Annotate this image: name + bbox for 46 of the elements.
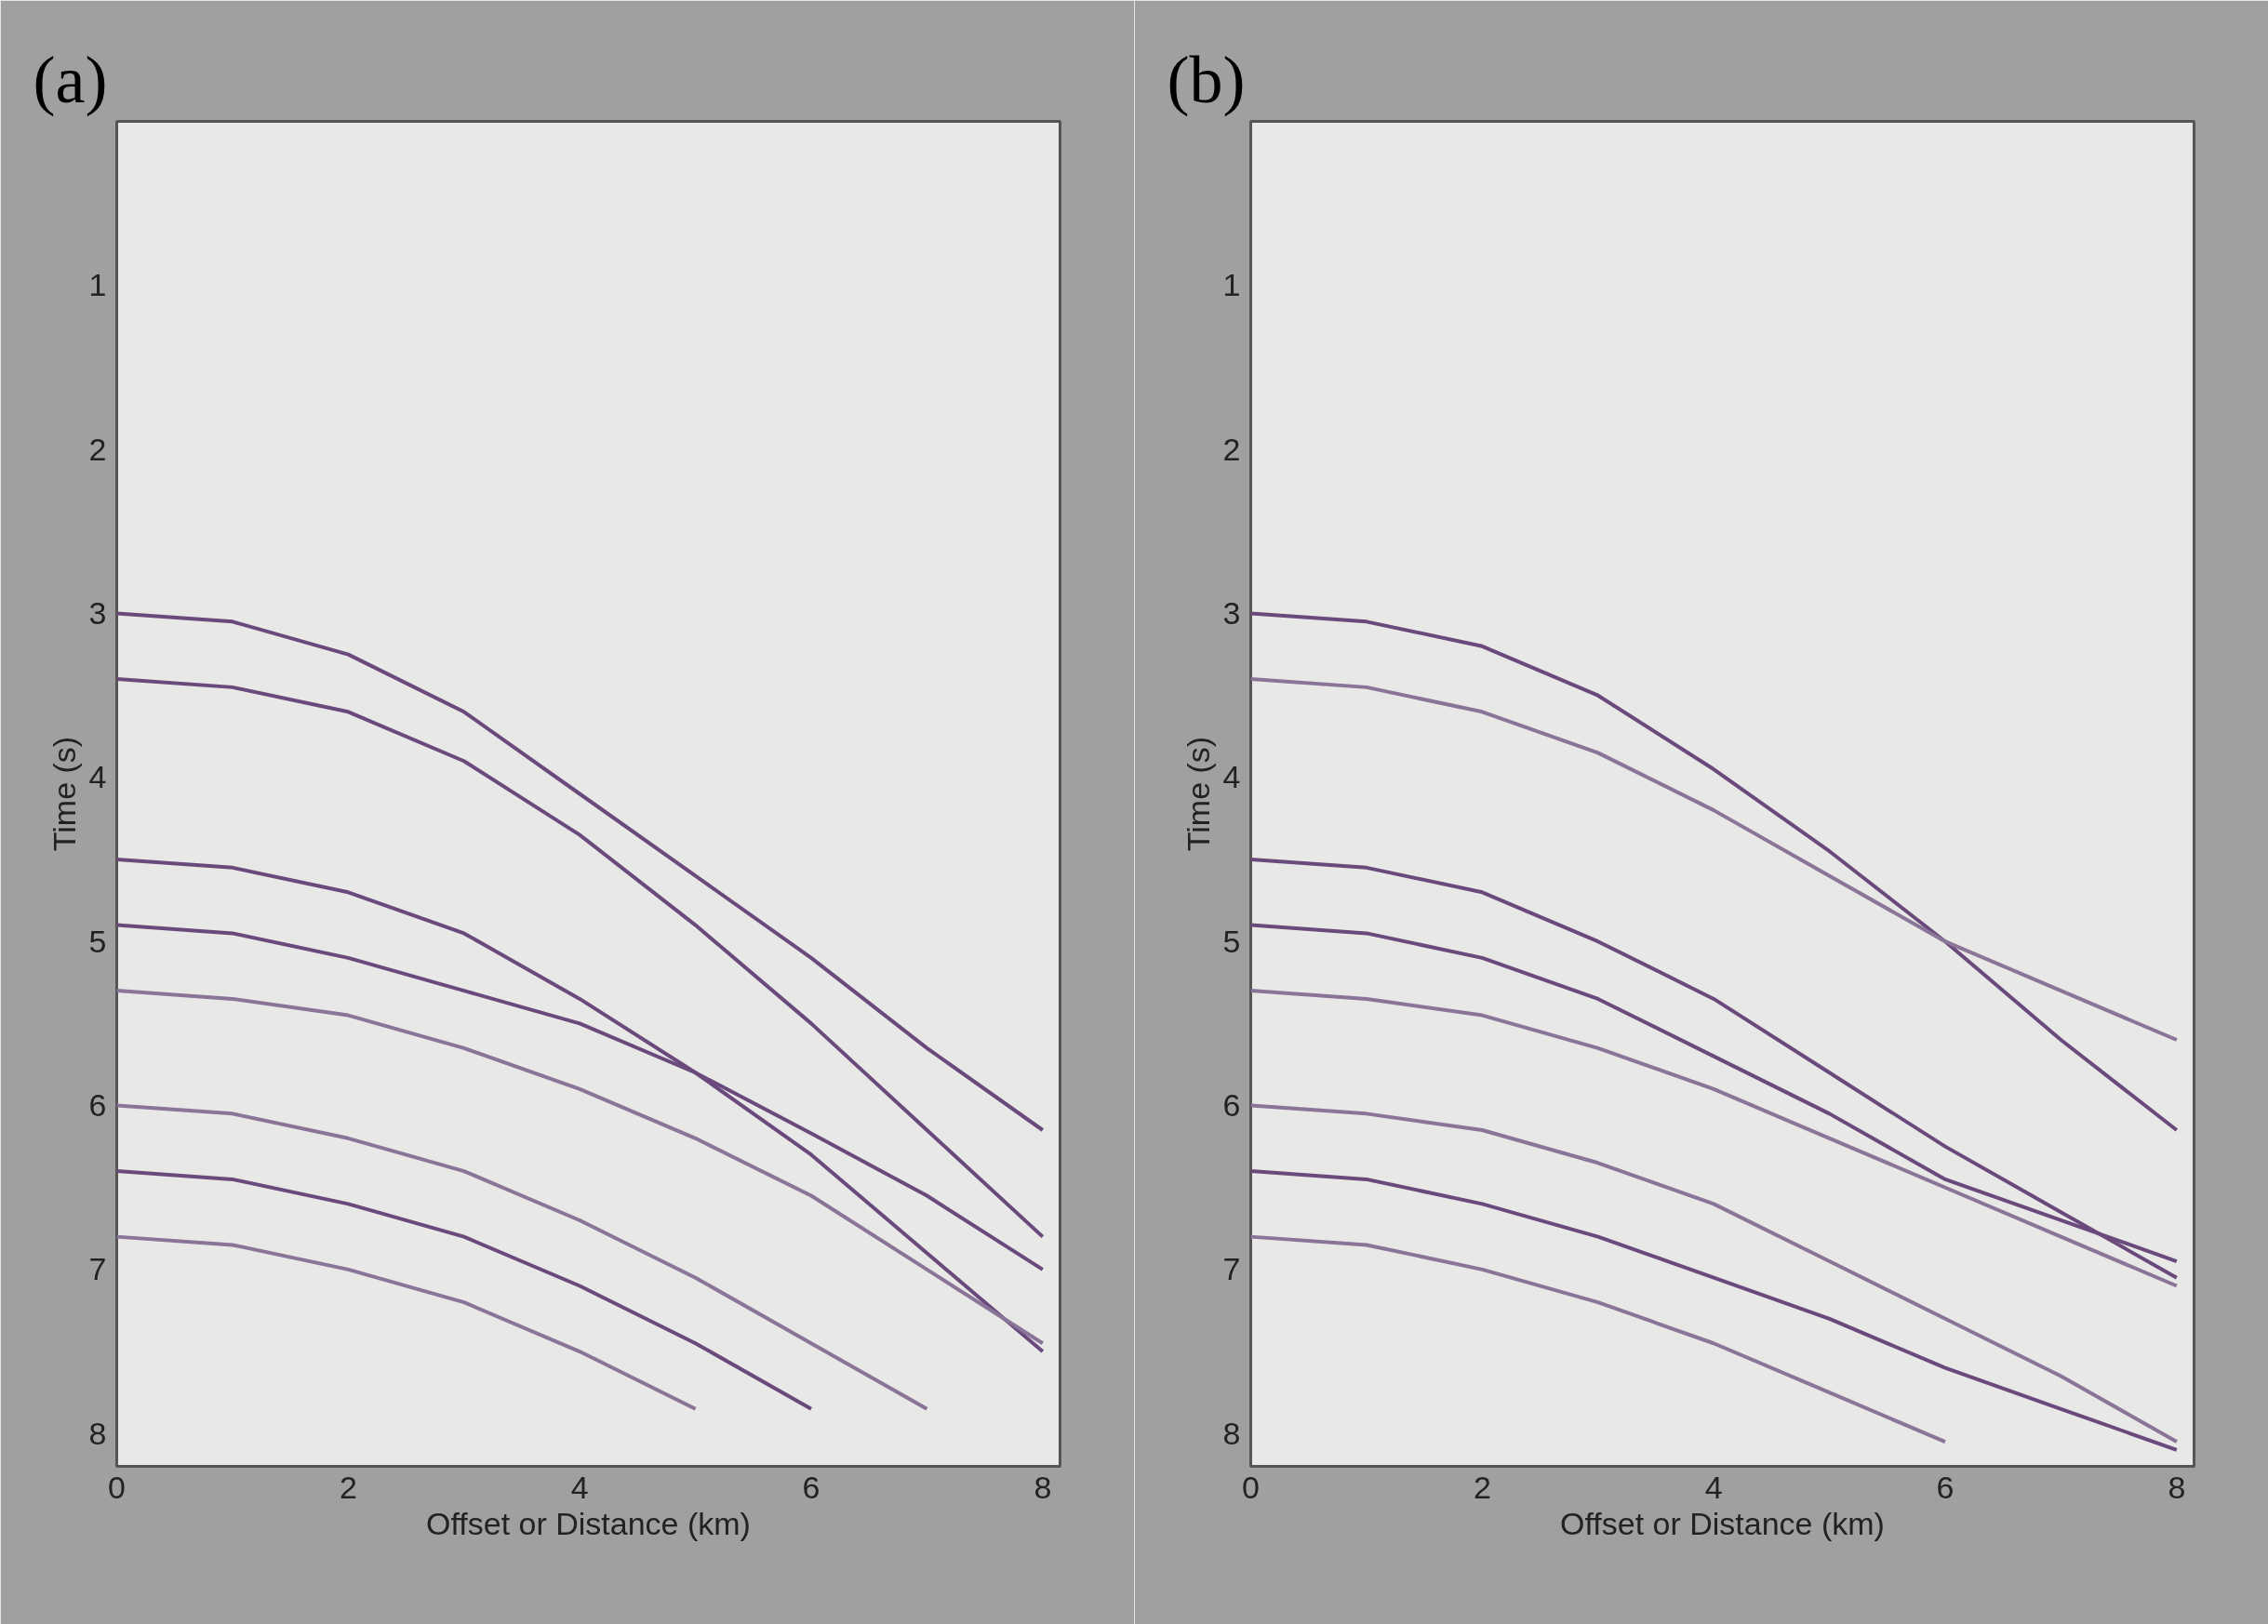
line-series <box>1250 989 2179 1288</box>
line-series <box>116 611 1045 1132</box>
line-series <box>1250 611 2179 1132</box>
line-series <box>1250 858 2179 1280</box>
x-tick-label: 0 <box>108 1469 126 1505</box>
y-tick-label: 5 <box>1222 923 1241 959</box>
line-series <box>116 1169 813 1411</box>
x-axis-title: Offset or Distance (km) <box>1560 1505 1885 1541</box>
line-series <box>116 989 1045 1346</box>
line-series <box>1250 1234 1947 1444</box>
y-tick-label: 6 <box>88 1087 107 1124</box>
x-tick-label: 2 <box>339 1469 357 1505</box>
x-tick-label: 8 <box>2168 1469 2186 1505</box>
y-tick-label: 3 <box>88 595 107 632</box>
y-tick-label: 8 <box>88 1415 107 1451</box>
line-series <box>1250 677 2179 1043</box>
x-tick-label: 6 <box>802 1469 820 1505</box>
x-tick-label: 6 <box>1936 1469 1954 1505</box>
x-tick-label: 4 <box>1704 1469 1723 1505</box>
line-series <box>1250 1169 2179 1452</box>
line-series <box>116 1103 929 1411</box>
x-tick-label: 4 <box>570 1469 589 1505</box>
y-tick-label: 5 <box>88 923 107 959</box>
y-axis-title: Time (s) <box>1180 736 1216 852</box>
y-tick-label: 1 <box>88 267 107 303</box>
chart-title: (b) <box>1167 42 1246 117</box>
line-series <box>116 677 1045 1239</box>
x-tick-label: 2 <box>1473 1469 1491 1505</box>
line-series <box>116 1234 698 1411</box>
y-tick-label: 7 <box>88 1251 107 1287</box>
y-tick-label: 1 <box>1222 267 1241 303</box>
x-tick-label: 0 <box>1242 1469 1260 1505</box>
y-tick-label: 2 <box>88 431 107 467</box>
line-series <box>1250 1103 2179 1444</box>
y-tick-label: 4 <box>1222 759 1241 795</box>
line-series <box>116 858 1045 1354</box>
chart-title: (a) <box>33 42 108 117</box>
y-tick-label: 8 <box>1222 1415 1241 1451</box>
y-axis-title: Time (s) <box>46 736 82 852</box>
x-tick-label: 8 <box>1034 1469 1052 1505</box>
x-axis-title: Offset or Distance (km) <box>426 1505 751 1541</box>
y-tick-label: 3 <box>1222 595 1241 632</box>
y-tick-label: 4 <box>88 759 107 795</box>
y-tick-label: 7 <box>1222 1251 1241 1287</box>
y-tick-label: 2 <box>1222 431 1241 467</box>
y-tick-label: 6 <box>1222 1087 1241 1124</box>
